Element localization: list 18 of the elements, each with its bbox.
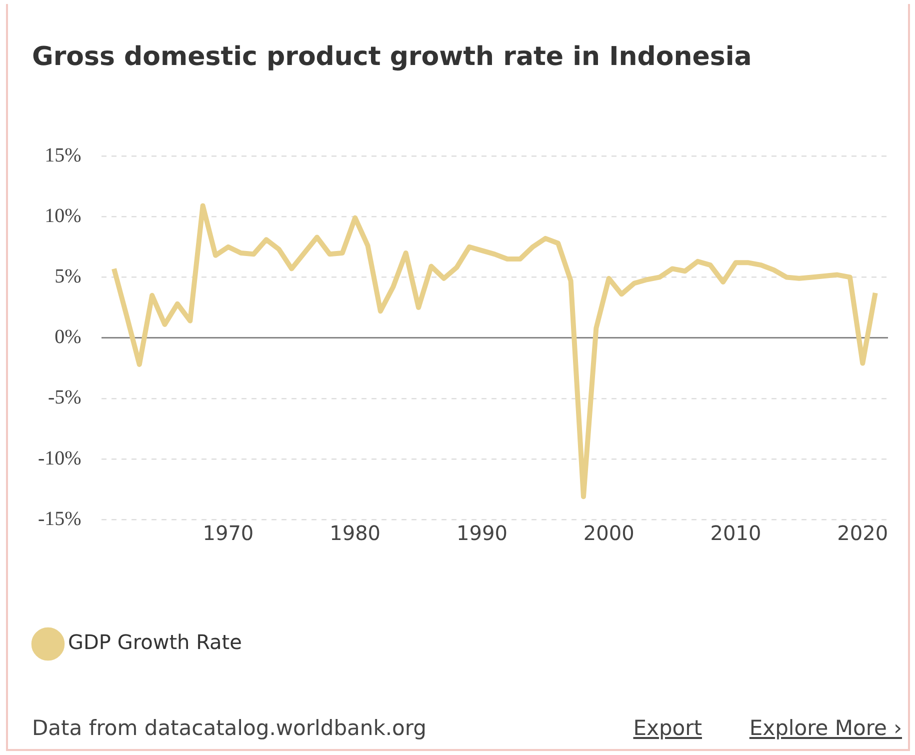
x-tick-label: 1970 — [202, 520, 254, 545]
y-tick-label: -15% — [38, 508, 82, 530]
x-tick-label: 2000 — [583, 520, 634, 545]
y-tick-label: 5% — [54, 265, 82, 288]
x-tick-label: 2010 — [710, 520, 762, 545]
x-tick-label: 1990 — [456, 520, 508, 545]
x-tick-label: 1980 — [330, 520, 381, 545]
y-tick-label: -10% — [38, 447, 82, 470]
text: Export — [633, 716, 702, 740]
text: Explore More › — [749, 716, 902, 740]
y-tick-label: 10% — [44, 204, 82, 227]
y-tick-label: 15% — [44, 144, 82, 166]
y-tick-label: 0% — [54, 326, 82, 348]
x-tick-label: 2020 — [837, 520, 888, 545]
legend-label: GDP Growth Rate — [68, 630, 242, 654]
chart-title: Gross domestic product growth rate in Indonesia — [32, 42, 752, 72]
text: Data from datacatalog.worldbank.org — [32, 716, 426, 740]
y-tick-label: -5% — [48, 386, 82, 409]
